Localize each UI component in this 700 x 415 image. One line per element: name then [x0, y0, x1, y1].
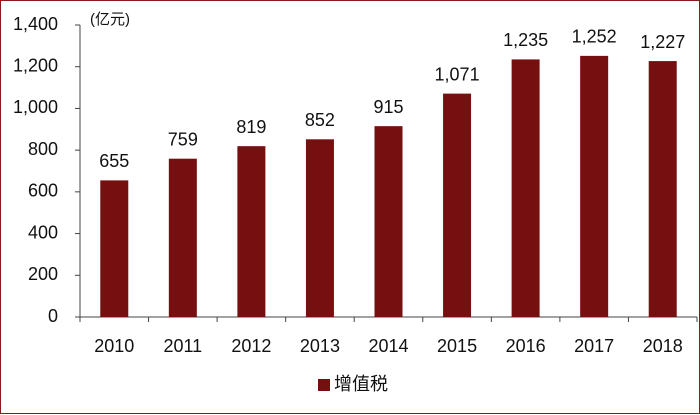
bar	[100, 180, 129, 317]
data-label: 759	[168, 129, 198, 149]
unit-label: (亿元)	[90, 11, 130, 28]
bar	[237, 146, 266, 317]
x-tick-label: 2015	[437, 336, 477, 356]
x-tick-label: 2012	[231, 336, 271, 356]
legend-label: 增值税	[334, 374, 388, 394]
y-tick-label: 200	[28, 264, 58, 284]
y-tick-label: 800	[28, 139, 58, 159]
data-label: 852	[305, 110, 335, 130]
data-label: 655	[99, 151, 129, 171]
x-tick-label: 2010	[94, 336, 134, 356]
x-tick-label: 2014	[368, 336, 408, 356]
bar	[580, 55, 609, 318]
data-label: 1,227	[640, 32, 685, 52]
legend-swatch	[318, 379, 330, 391]
x-tick-label: 2016	[506, 336, 546, 356]
x-tick-label: 2011	[163, 336, 202, 356]
bar	[168, 158, 197, 317]
bar	[443, 93, 472, 318]
y-tick-label: 1,400	[13, 14, 58, 34]
bar	[511, 59, 540, 318]
x-tick-label: 2017	[574, 336, 614, 356]
data-label: 1,252	[572, 27, 617, 47]
y-tick-label: 400	[28, 222, 58, 242]
data-label: 1,235	[503, 30, 548, 50]
data-label: 915	[373, 97, 403, 117]
x-tick-label: 2018	[643, 336, 683, 356]
bar	[305, 139, 334, 317]
data-label: 819	[236, 117, 266, 137]
y-tick-label: 1,000	[13, 97, 58, 117]
bar	[648, 61, 677, 317]
y-tick-label: 600	[28, 181, 58, 201]
y-tick-label: 1,200	[13, 55, 58, 75]
x-tick-label: 2013	[300, 336, 340, 356]
data-label: 1,071	[435, 64, 480, 84]
bar	[374, 126, 403, 318]
y-tick-label: 0	[48, 306, 58, 326]
